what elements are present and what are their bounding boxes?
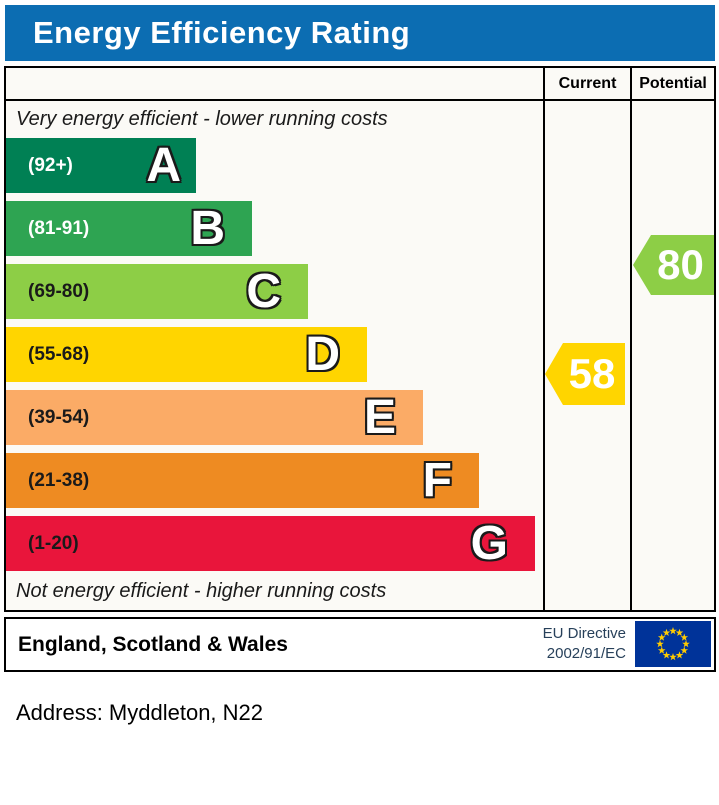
eu-directive-label: EU Directive 2002/91/EC — [543, 624, 626, 664]
chart-header-row: Current Potential — [6, 68, 714, 101]
band-row-b: (81-91) B — [6, 201, 252, 256]
band-row-c: (69-80) C — [6, 264, 308, 319]
eu-directive-line2: 2002/91/EC — [546, 645, 626, 662]
band-row-f: (21-38) F — [6, 453, 479, 508]
current-column-header: Current — [558, 75, 617, 92]
band-range-label: (55-68) — [28, 344, 90, 365]
band-range-label: (69-80) — [28, 281, 90, 302]
potential-rating-marker: 80 — [633, 235, 714, 295]
top-caption: Very energy efficient - lower running co… — [16, 108, 388, 130]
band-row-d: (55-68) D — [6, 327, 367, 382]
bottom-caption: Not energy efficient - higher running co… — [16, 580, 387, 602]
band-letter: A — [146, 139, 181, 192]
band-letter: F — [422, 454, 452, 507]
band-row-a: (92+) A — [6, 138, 196, 193]
potential-column-divider — [630, 68, 632, 610]
current-rating-value: 58 — [568, 350, 616, 397]
band-letter: D — [305, 328, 340, 381]
eu-flag-icon — [635, 621, 711, 667]
band-range-label: (21-38) — [28, 470, 90, 491]
chart-footer: England, Scotland & Wales EU Directive 2… — [4, 617, 716, 672]
region-label: England, Scotland & Wales — [18, 633, 288, 656]
band-row-e: (39-54) E — [6, 390, 423, 445]
energy-efficiency-chart: Current Potential Very energy efficient … — [4, 66, 716, 612]
band-range-label: (1-20) — [28, 533, 79, 554]
eu-directive-line1: EU Directive — [542, 625, 626, 642]
band-letter: C — [246, 265, 281, 318]
band-letter: G — [470, 517, 508, 570]
band-range-label: (81-91) — [28, 218, 90, 239]
current-rating-marker: 58 — [545, 343, 625, 405]
potential-column-header: Potential — [639, 75, 707, 92]
potential-rating-value: 80 — [657, 241, 704, 288]
address-line: Address: Myddleton, N22 — [16, 700, 264, 725]
page-title: Energy Efficiency Rating — [5, 5, 715, 61]
band-letter: B — [190, 202, 225, 255]
band-range-label: (39-54) — [28, 407, 90, 428]
band-row-g: (1-20) G — [6, 516, 535, 571]
current-column-divider — [543, 68, 545, 610]
band-range-label: (92+) — [28, 155, 73, 176]
band-letter: E — [363, 391, 396, 444]
